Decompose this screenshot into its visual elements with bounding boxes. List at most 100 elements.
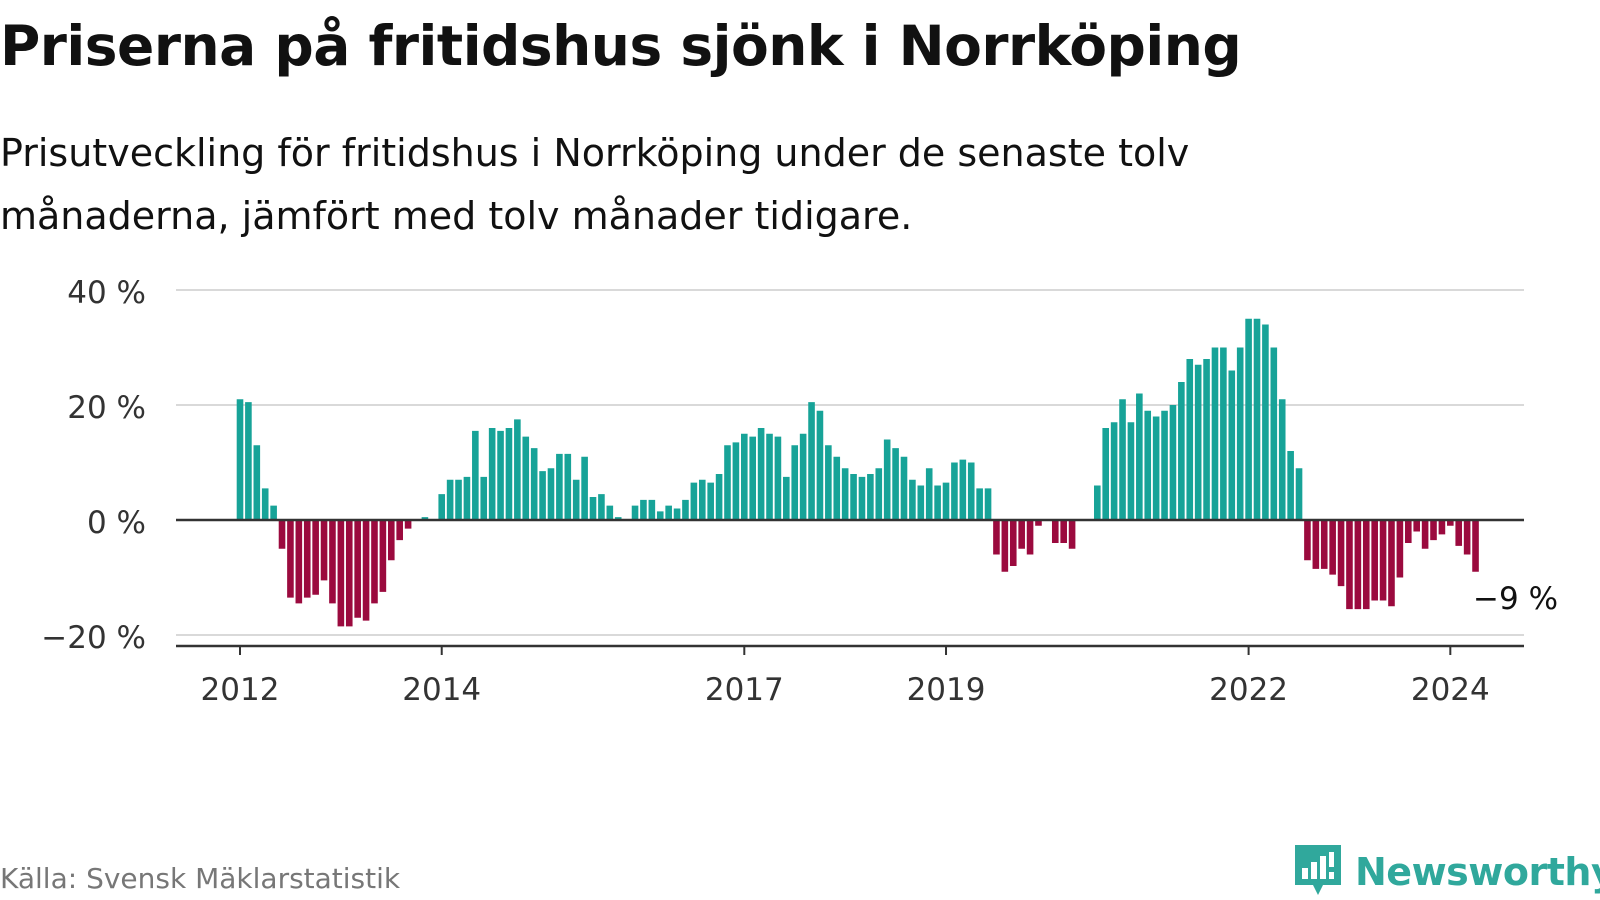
bar [547, 468, 555, 520]
bar [303, 520, 311, 598]
bar [295, 520, 303, 604]
brand-name: Newsworthy [1355, 850, 1600, 894]
bar [1320, 520, 1328, 569]
bar [875, 468, 883, 520]
bar [404, 520, 412, 529]
bar [438, 494, 446, 521]
bar [1463, 520, 1471, 555]
bar [1262, 324, 1269, 520]
bar [850, 474, 857, 520]
bar [867, 474, 874, 520]
bar [1144, 410, 1152, 520]
bar [841, 468, 849, 520]
bar [774, 436, 782, 521]
bar [724, 445, 731, 520]
bar [1304, 520, 1311, 561]
bar [656, 511, 664, 521]
bar [942, 482, 950, 521]
bar [707, 482, 714, 521]
bar [951, 462, 958, 520]
bar [1152, 416, 1160, 520]
x-tick-label: 2019 [907, 672, 986, 708]
chart-title: Priserna på fritidshus sjönk i Norrköpin… [0, 14, 1242, 78]
bar [1270, 347, 1278, 520]
bar [690, 482, 698, 521]
bar [606, 505, 614, 521]
bar [808, 402, 815, 521]
bar [1472, 520, 1479, 572]
x-tick-label: 2014 [402, 672, 481, 708]
bar [1110, 422, 1118, 520]
bar [732, 442, 740, 521]
end-value-label: −9 % [1473, 581, 1558, 617]
bar [1136, 393, 1143, 520]
bar [1287, 451, 1294, 520]
bar [825, 445, 832, 520]
y-tick-label: 40 % [67, 275, 146, 311]
bar [421, 517, 429, 521]
bar [387, 520, 395, 561]
bar [1009, 520, 1017, 566]
bar [959, 459, 967, 521]
bar [522, 436, 530, 521]
bar [640, 499, 647, 521]
bar [1278, 399, 1286, 520]
bar [665, 505, 672, 521]
bar [1421, 520, 1429, 549]
bar [1220, 347, 1227, 520]
bar [312, 520, 319, 595]
chart-subtitle: Prisutveckling för fritidshus i Norrköpi… [0, 131, 1190, 238]
bar [1346, 520, 1353, 610]
bar [564, 453, 572, 521]
bar [1035, 520, 1042, 526]
newsworthy-chart-icon [1295, 845, 1341, 895]
bar [1371, 520, 1378, 601]
bar [1018, 520, 1025, 549]
bar [455, 479, 462, 520]
bar [1430, 520, 1437, 541]
bar [1236, 347, 1244, 520]
bar [917, 485, 925, 520]
gridlines [176, 289, 1524, 636]
bar [1194, 364, 1202, 520]
bar [514, 419, 521, 521]
bar [598, 494, 605, 521]
bar [556, 453, 563, 521]
bar [934, 485, 941, 520]
bar [757, 428, 765, 520]
bar [1312, 520, 1320, 569]
axes [176, 518, 1524, 655]
bar [320, 520, 328, 581]
bar [1362, 520, 1370, 610]
x-tick-label: 2017 [705, 672, 784, 708]
bar [648, 499, 656, 521]
bar [682, 499, 689, 521]
bar [909, 479, 916, 520]
bar [1245, 318, 1252, 520]
bar [816, 410, 824, 520]
newsworthy-logo[interactable]: Newsworthy [1293, 842, 1600, 900]
bar [766, 433, 773, 520]
bar [1396, 520, 1404, 578]
bar-chart: −20 % 0 % 20 % 40 % 2012 2014 2017 2019 2022 2024… [41, 275, 1558, 708]
bar [1060, 520, 1067, 543]
bar [1211, 347, 1219, 520]
bar [480, 476, 488, 521]
bar [614, 517, 622, 521]
bar [497, 430, 504, 521]
bar [446, 479, 454, 520]
bar [1354, 520, 1362, 610]
bar [1119, 399, 1126, 520]
bar [1404, 520, 1412, 543]
bar [1051, 520, 1059, 543]
bar [1102, 428, 1110, 520]
bar [833, 456, 841, 520]
bar [631, 505, 639, 521]
bar [1186, 359, 1194, 520]
source-note: Källa: Svensk Mäklarstatistik [0, 862, 401, 895]
bar [362, 520, 370, 621]
bar [883, 439, 891, 520]
bar [1253, 318, 1261, 520]
bar [253, 445, 261, 520]
bar [245, 402, 252, 521]
